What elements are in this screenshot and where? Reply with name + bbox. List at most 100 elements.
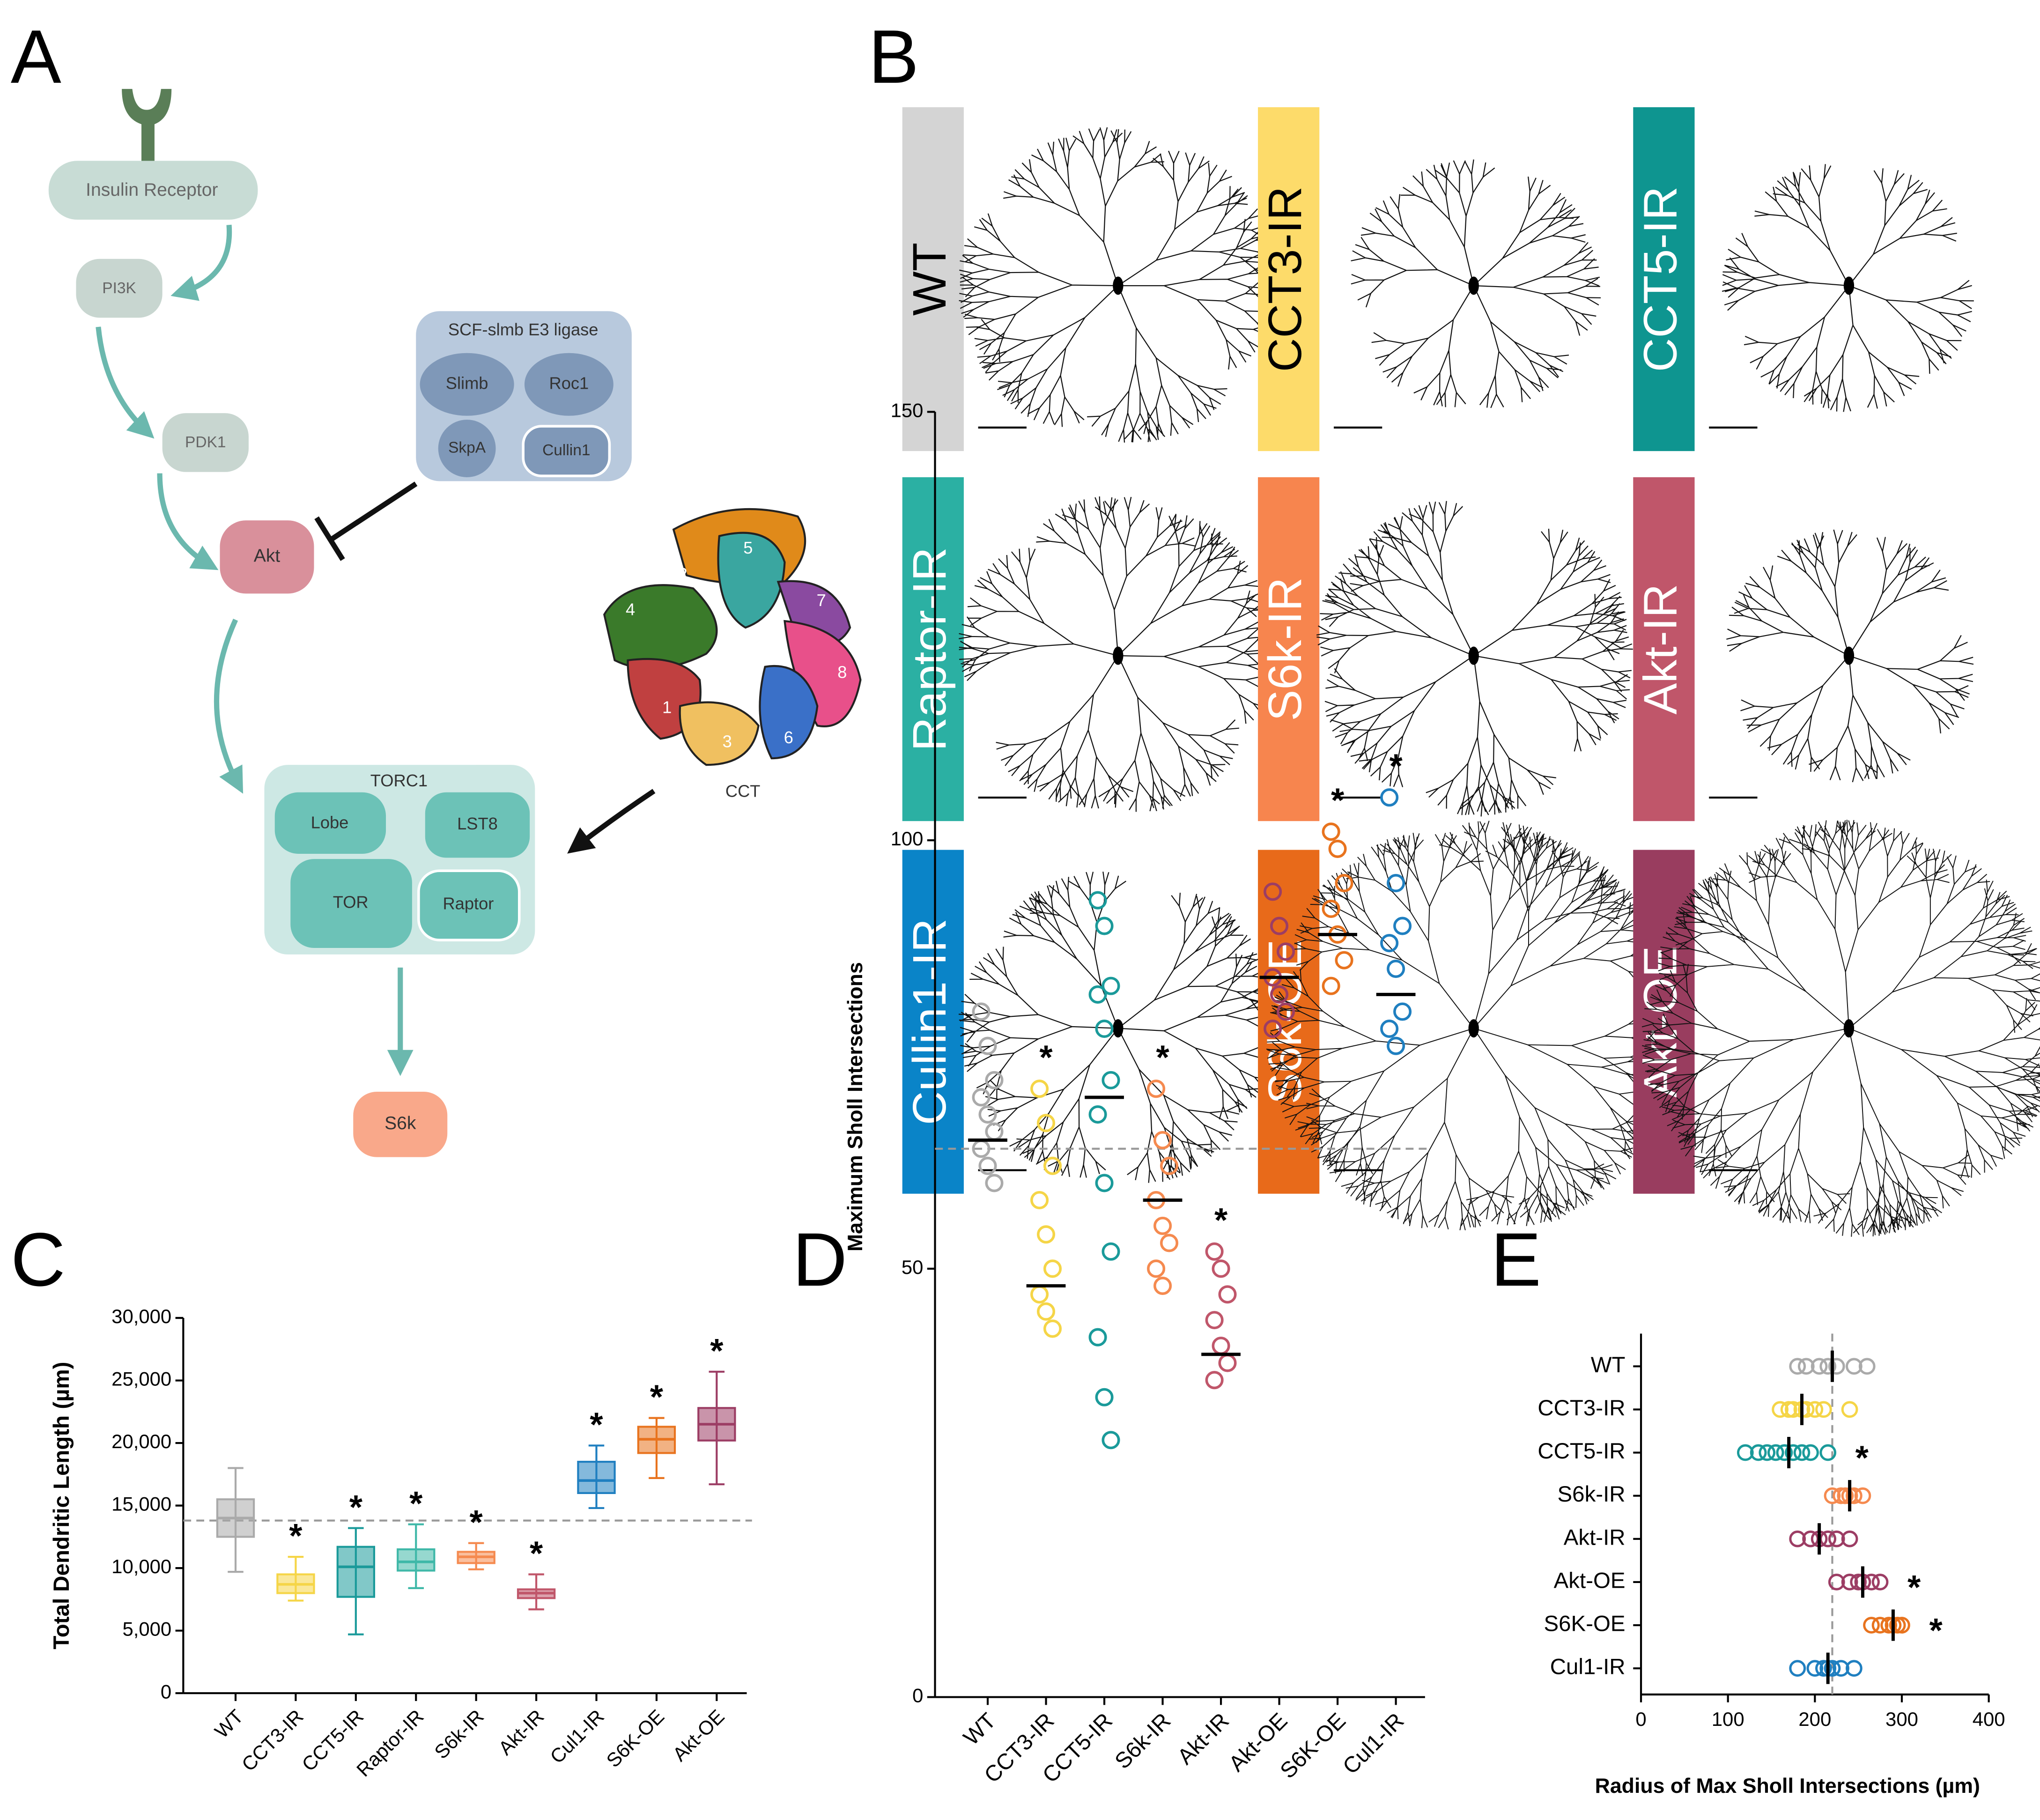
x-tick-label: 0 [1635,1708,1646,1730]
point [1205,1242,1224,1261]
genotype-label: CCT5-IR [1634,186,1686,372]
soma [1843,1019,1855,1038]
node [162,413,249,472]
neuron [959,127,1279,443]
point [1212,1259,1230,1278]
subunit [524,353,613,416]
subunit-label: 6 [784,728,793,747]
x-tick-label: Cul1-IR [546,1705,608,1768]
point [1841,1530,1858,1547]
genotype-label: Cullin1-IR [903,918,956,1125]
subunit-label: 4 [626,599,635,619]
soma [1843,646,1855,665]
node-label: PDK1 [185,434,226,451]
point [978,1105,997,1124]
soma [1468,1019,1479,1038]
point [1737,1444,1754,1461]
significance: * [1331,782,1345,820]
point [1101,977,1120,995]
point [1037,1114,1056,1132]
significance: * [1855,1439,1869,1477]
point [1387,874,1405,893]
point [978,1036,997,1055]
arrow [567,789,656,854]
x-tick-label: CCT3-IR [237,1705,308,1776]
y-tick-label: 50 [902,1256,924,1278]
subunit-label: SkpA [448,439,486,456]
arrows [96,224,414,1076]
x-tick-label: S6k-IR [430,1705,488,1763]
y-tick-label: 15,000 [111,1493,171,1515]
subunit-label: TOR [333,893,369,912]
soma [1468,646,1479,665]
point [1335,874,1353,893]
genotype-label: Akt-IR [1634,584,1686,714]
point [1871,1574,1889,1591]
point [1789,1530,1806,1547]
subunit-label: Raptor [443,894,494,913]
x-tick-label: Akt-OE [668,1705,729,1766]
point [1088,985,1107,1004]
point [1218,1285,1237,1304]
subunit-label: 5 [743,538,753,557]
subunit-label: Cullin1 [542,442,590,459]
cct-complex [603,508,862,766]
neuron [1722,164,1974,412]
point [1380,1020,1399,1038]
neuron [959,496,1278,812]
genotype-label: Raptor-IR [903,547,956,751]
subunit-label: 8 [837,662,847,681]
point [1160,1234,1179,1252]
node-label: Insulin Receptor [86,180,218,200]
point [1846,1660,1863,1677]
y-tick-label: 0 [912,1685,923,1707]
soma [1113,1019,1123,1038]
point [1387,1036,1405,1055]
point [1819,1358,1837,1375]
point [1871,1617,1889,1634]
subunit-label: 2 [678,564,687,584]
significance: * [289,1517,303,1555]
point [1095,1020,1114,1038]
significance: * [1214,1201,1228,1239]
node-label: Akt [254,546,281,566]
y-tick-label: 25,000 [111,1368,171,1390]
point [1797,1401,1815,1418]
genotype-label: S6k-IR [1259,577,1311,721]
point [1101,1071,1120,1089]
point [1153,1131,1172,1149]
point [1043,1156,1062,1175]
genotype-bar [1258,477,1320,821]
point [1101,1431,1120,1450]
inhibition [331,481,418,541]
point [985,1174,1004,1192]
point [1806,1401,1824,1418]
y-tick-label: 5,000 [122,1618,171,1640]
point [1380,788,1399,807]
subunit-label: 3 [723,732,732,751]
point [1277,1002,1295,1021]
genotype-bar [902,477,964,821]
significance: * [470,1503,483,1541]
point [1841,1401,1858,1418]
point [1037,1225,1056,1244]
point [1837,1487,1854,1504]
neuron [1316,501,1633,817]
significance: * [650,1378,664,1416]
node [76,259,163,318]
neuron [1351,159,1601,408]
point [1819,1444,1837,1461]
point [1380,934,1399,953]
subunit-label: 7 [817,591,826,610]
point [1863,1617,1880,1634]
point [1322,899,1340,918]
soma [1113,276,1123,295]
point [1772,1401,1789,1418]
point [1776,1444,1793,1461]
point [1270,985,1289,1004]
neuron [1641,820,2040,1237]
point [1824,1487,1841,1504]
y-tick-label: CCT3-IR [1537,1396,1625,1420]
y-tick-label: 0 [161,1680,171,1702]
